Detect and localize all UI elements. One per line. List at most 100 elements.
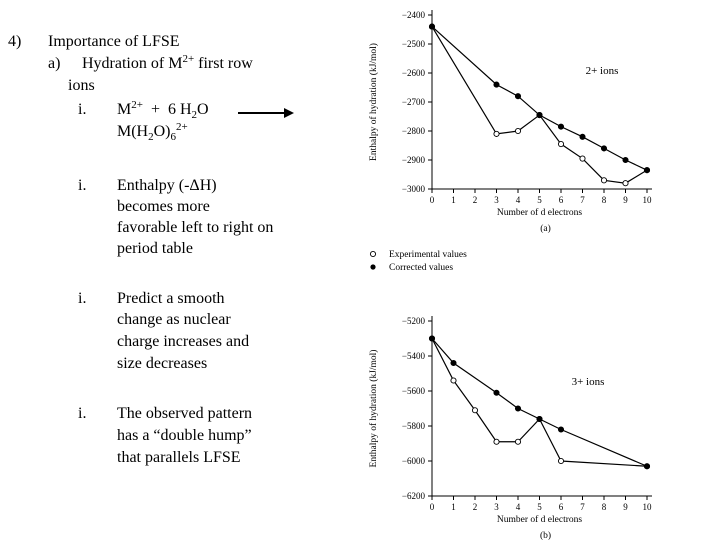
chart-b: −5200 −5400 −5600 −5800 −6000 −6200 0 1 2 3 4 5 6 7 8 9…	[368, 316, 652, 540]
experimental-point	[514, 438, 522, 445]
reaction-marker: i.	[78, 101, 87, 118]
y-tick-label: −5400	[402, 351, 426, 361]
reaction-arrow-icon	[238, 108, 294, 118]
x-tick-label: 6	[559, 502, 564, 512]
bullet-text-line: change as nuclear	[117, 311, 231, 328]
bullet-text-line: has a “double hump”	[117, 427, 252, 444]
y-tick-label: −2700	[402, 97, 426, 107]
experimental-series-line	[431, 26, 648, 184]
x-tick-label: 2	[473, 502, 478, 512]
outline-heading: Importance of LFSE	[48, 33, 180, 50]
sub-marker: a)	[48, 55, 61, 72]
corrected-point	[428, 335, 436, 342]
bullet-text-line: Enthalpy (-ΔH)	[117, 177, 217, 194]
legend-corrected-marker	[370, 264, 376, 270]
corrected-point	[643, 463, 651, 470]
bullet-marker: i.	[78, 405, 87, 422]
bullet-text-line: favorable left to right on	[117, 219, 274, 236]
experimental-point	[471, 407, 479, 414]
y-tick-label: −2500	[402, 39, 426, 49]
bullet-text-line: The observed pattern	[117, 405, 253, 422]
x-tick-label: 5	[537, 195, 542, 205]
experimental-point	[514, 127, 522, 135]
y-tick-label: −5200	[402, 316, 426, 326]
x-tick-label: 6	[559, 195, 564, 205]
ion-annotation: 3+ ions	[572, 376, 605, 388]
corrected-point	[514, 405, 522, 412]
corrected-point	[493, 81, 500, 88]
x-tick-label: 8	[602, 195, 607, 205]
corrected-point	[557, 123, 565, 130]
corrected-point	[514, 93, 522, 100]
experimental-point	[600, 177, 608, 184]
reaction-reactants: M2+ + 6 H2O	[117, 99, 209, 121]
y-tick-label: −5600	[402, 386, 426, 396]
legend: Experimental values Corrected values	[369, 250, 467, 273]
bullet-text-line: that parallels LFSE	[117, 449, 241, 466]
hydration-figure: −2400 −2500 −2600 −2700 −2800 −2900 −3000 0 1 2 3 4…	[368, 10, 652, 540]
chart-a: −2400 −2500 −2600 −2700 −2800 −2900 −3000 0 1 2 3 4…	[368, 10, 652, 234]
corrected-series-line	[431, 338, 648, 467]
legend-corrected-label: Corrected values	[389, 263, 453, 273]
y-tick-label: −2900	[402, 155, 426, 165]
legend-experimental-label: Experimental values	[389, 250, 467, 260]
corrected-point	[622, 156, 629, 164]
bullet-marker: i.	[78, 290, 87, 307]
corrected-series-line	[431, 26, 648, 171]
x-tick-label: 7	[580, 195, 585, 205]
x-tick-label: 1	[451, 502, 456, 512]
y-tick-label: −6200	[402, 491, 426, 501]
y-tick-label: −2800	[402, 126, 426, 136]
x-tick-label: 0	[430, 195, 435, 205]
y-tick-label: −5800	[402, 421, 426, 431]
sub-heading-line2: ions	[68, 77, 95, 94]
outline-number: 4)	[8, 33, 22, 50]
experimental-point	[579, 155, 586, 162]
x-tick-label: 5	[537, 502, 542, 512]
corrected-point	[536, 112, 543, 119]
bullet-text-line: Predict a smooth	[117, 290, 225, 307]
panel-label: (a)	[540, 223, 551, 234]
experimental-point	[557, 140, 565, 148]
corrected-point	[428, 23, 436, 30]
y-tick-label: −3000	[402, 184, 426, 194]
bullet-text-line: becomes more	[117, 198, 210, 215]
x-tick-label: 1	[451, 195, 456, 205]
experimental-point	[493, 130, 500, 137]
y-axis-title: Enthalpy of hydration (kJ/mol)	[368, 350, 379, 468]
bullet-marker: i.	[78, 177, 87, 194]
x-tick-label: 4	[516, 502, 521, 512]
bullet-text-line: charge increases and	[117, 333, 250, 350]
corrected-point	[600, 145, 608, 152]
x-axis-title: Number of d electrons	[497, 514, 583, 525]
experimental-point	[450, 377, 457, 384]
experimental-point	[557, 457, 565, 465]
y-tick-label: −2400	[402, 10, 426, 20]
ion-annotation: 2+ ions	[586, 65, 619, 77]
x-tick-label: 7	[580, 502, 585, 512]
x-tick-label: 8	[602, 502, 607, 512]
sub-heading-line1: Hydration of M2+ first row	[82, 53, 253, 72]
corrected-point	[557, 426, 565, 433]
legend-experimental-marker	[369, 250, 377, 258]
experimental-series-line	[431, 338, 648, 467]
y-tick-label: −2600	[402, 68, 426, 78]
x-tick-label: 4	[516, 195, 521, 205]
x-tick-label: 2	[473, 195, 478, 205]
corrected-point	[579, 133, 586, 140]
x-tick-label: 10	[643, 502, 653, 512]
y-axis-title: Enthalpy of hydration (kJ/mol)	[368, 43, 379, 161]
x-tick-label: 10	[643, 195, 653, 205]
x-tick-label: 9	[623, 502, 628, 512]
corrected-point	[536, 415, 543, 423]
x-tick-label: 9	[623, 195, 628, 205]
reaction-product: M(H2O)62+	[117, 121, 188, 143]
x-tick-label: 3	[494, 502, 499, 512]
experimental-point	[493, 438, 500, 445]
bullet-text-line: size decreases	[117, 355, 208, 372]
panel-label: (b)	[540, 530, 551, 540]
x-tick-label: 0	[430, 502, 435, 512]
corrected-point	[643, 167, 651, 174]
corrected-point	[493, 389, 500, 396]
x-tick-label: 3	[494, 195, 499, 205]
